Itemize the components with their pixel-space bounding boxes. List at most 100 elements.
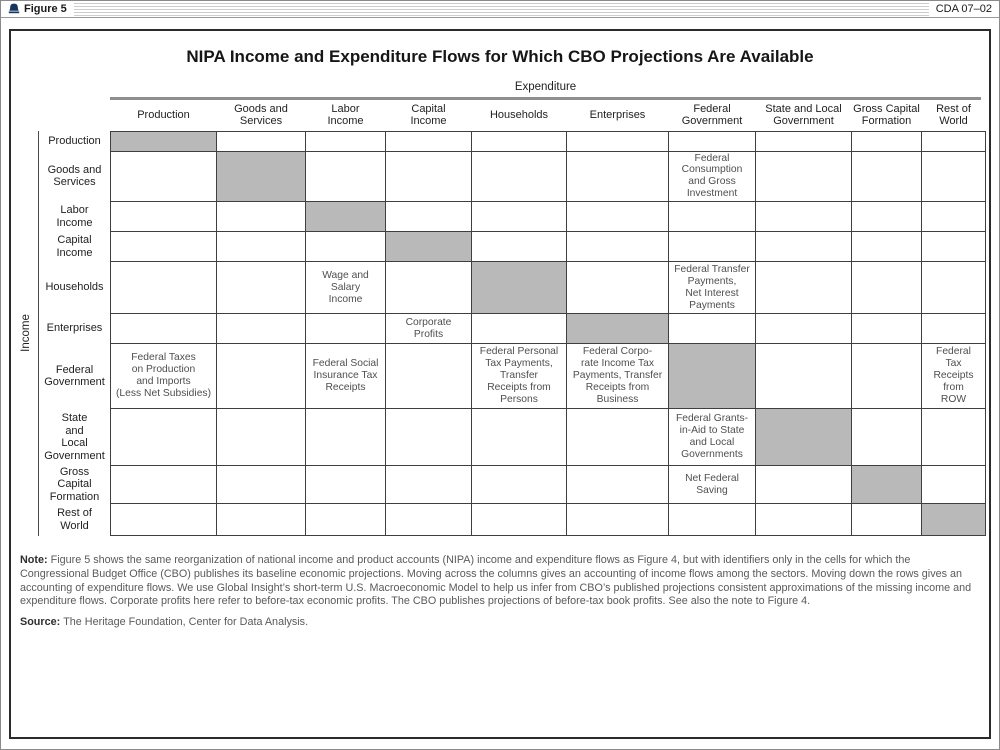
cell-r4c5 bbox=[471, 231, 567, 263]
cell-r5c4 bbox=[385, 261, 472, 315]
cell-r9c5 bbox=[471, 465, 567, 505]
cell-r5c3: Wage and Salary Income bbox=[305, 261, 386, 315]
cell-r3c6 bbox=[566, 201, 669, 233]
column-header-7: Federal Government bbox=[681, 102, 743, 128]
cell-r4c7 bbox=[668, 231, 756, 263]
cell-r3c3 bbox=[305, 201, 386, 233]
table-row-5: Households Wage and Salary Income Federal … bbox=[38, 261, 986, 315]
source-paragraph: Source: The Heritage Foundation, Center f… bbox=[20, 616, 979, 630]
cell-r6c6 bbox=[566, 313, 669, 345]
figure-title: NIPA Income and Expenditure Flows for Wh… bbox=[186, 47, 814, 66]
cell-r7c7 bbox=[668, 343, 756, 410]
cell-r9c2 bbox=[216, 465, 306, 505]
cell-r1c3 bbox=[305, 130, 386, 152]
cell-r4c6 bbox=[566, 231, 669, 263]
table-row-6: Enterprises Corporate Profits bbox=[38, 313, 986, 345]
cell-r2c9 bbox=[851, 150, 922, 203]
cell-r2c7: Federal Consumption and Gross Investment bbox=[668, 150, 756, 203]
cell-r1c6 bbox=[566, 130, 669, 152]
cell-r8c8 bbox=[755, 408, 852, 467]
cell-r9c10 bbox=[921, 465, 986, 505]
note-text: Figure 5 shows the same reorganization o… bbox=[20, 554, 972, 608]
figure-label-chip: Figure 5 bbox=[1, 1, 74, 17]
cell-r7c9 bbox=[851, 343, 922, 410]
table-row-9: Gross Capital Formation Net Federal Savin… bbox=[38, 465, 986, 505]
cell-r10c1 bbox=[110, 503, 217, 537]
cell-r3c10 bbox=[921, 201, 986, 233]
cell-r8c1 bbox=[110, 408, 217, 467]
cell-r10c5 bbox=[471, 503, 567, 537]
expenditure-axis-label: Expenditure bbox=[514, 81, 577, 93]
cell-r6c5 bbox=[471, 313, 567, 345]
row-header-6: Enterprises bbox=[38, 313, 111, 344]
cell-r10c2 bbox=[216, 503, 306, 537]
cell-r3c8 bbox=[755, 201, 852, 233]
row-header-2: Goods and Services bbox=[38, 151, 111, 202]
cell-r3c1 bbox=[110, 201, 217, 233]
cell-r5c7: Federal Transfer Payments, Net Interest … bbox=[668, 261, 756, 315]
flow-table: Production Goods and Services Labor Income… bbox=[38, 100, 986, 537]
cell-r8c6 bbox=[566, 408, 669, 467]
cell-r1c2 bbox=[216, 130, 306, 152]
cell-r4c1 bbox=[110, 231, 217, 263]
table-row-1: Production bbox=[38, 130, 986, 152]
cell-r2c3 bbox=[305, 150, 386, 203]
cell-r10c10 bbox=[921, 503, 986, 537]
doc-id: CDA 07–02 bbox=[928, 1, 999, 17]
cell-r5c1 bbox=[110, 261, 217, 315]
cell-r7c1: Federal Taxes on Production and Imports … bbox=[110, 343, 217, 410]
cell-r2c5 bbox=[471, 150, 567, 203]
cell-r6c7 bbox=[668, 313, 756, 345]
cell-r10c3 bbox=[305, 503, 386, 537]
cell-r8c7: Federal Grants- in-Aid to State and Loca… bbox=[668, 408, 756, 467]
cell-r8c4 bbox=[385, 408, 472, 467]
row-header-8: State and Local Government bbox=[38, 408, 111, 466]
cell-r7c4 bbox=[385, 343, 472, 410]
cell-r1c7 bbox=[668, 130, 756, 152]
table-row-10: Rest of World bbox=[38, 503, 986, 537]
figure-notes: Note: Figure 5 shows the same reorganizat… bbox=[20, 554, 979, 630]
heritage-bell-icon bbox=[8, 3, 20, 15]
column-header-9: Gross Capital Formation bbox=[853, 102, 920, 128]
cell-r4c3 bbox=[305, 231, 386, 263]
cell-r1c8 bbox=[755, 130, 852, 152]
cell-r1c4 bbox=[385, 130, 472, 152]
column-header-8: State and Local Government bbox=[765, 102, 842, 128]
cell-r6c1 bbox=[110, 313, 217, 345]
row-header-10: Rest of World bbox=[38, 503, 111, 536]
cell-r7c6: Federal Corpo- rate Income Tax Payments,… bbox=[566, 343, 669, 410]
cell-r4c2 bbox=[216, 231, 306, 263]
flow-matrix-zone: Expenditure Production Goods and Services… bbox=[20, 81, 986, 537]
cell-r5c10 bbox=[921, 261, 986, 315]
cell-r5c8 bbox=[755, 261, 852, 315]
figure-label: Figure 5 bbox=[24, 3, 67, 15]
cell-r5c2 bbox=[216, 261, 306, 315]
cell-r1c1 bbox=[110, 130, 217, 152]
table-row-7: Federal Government Federal Taxes on Produ… bbox=[38, 343, 986, 410]
cell-r7c2 bbox=[216, 343, 306, 410]
cell-r10c8 bbox=[755, 503, 852, 537]
cell-r7c10: Federal Tax Receipts from ROW bbox=[921, 343, 986, 410]
source-label: Source: bbox=[20, 615, 61, 628]
cell-r2c6 bbox=[566, 150, 669, 203]
note-paragraph: Note: Figure 5 shows the same reorganizat… bbox=[20, 554, 979, 609]
cell-r8c2 bbox=[216, 408, 306, 467]
expenditure-rule bbox=[110, 97, 981, 100]
cell-r10c7 bbox=[668, 503, 756, 537]
cell-r3c9 bbox=[851, 201, 922, 233]
cell-r2c2 bbox=[216, 150, 306, 203]
corner-cell bbox=[39, 100, 111, 131]
cell-r1c5 bbox=[471, 130, 567, 152]
cell-r3c7 bbox=[668, 201, 756, 233]
cell-r6c8 bbox=[755, 313, 852, 345]
column-header-5: Households bbox=[489, 108, 549, 121]
table-row-8: State and Local Government Federal Grants… bbox=[38, 408, 986, 467]
cell-r1c9 bbox=[851, 130, 922, 152]
cell-r9c7: Net Federal Saving bbox=[668, 465, 756, 505]
cell-r10c4 bbox=[385, 503, 472, 537]
cell-r8c5 bbox=[471, 408, 567, 467]
cell-r6c10 bbox=[921, 313, 986, 345]
cell-r8c3 bbox=[305, 408, 386, 467]
cell-r8c9 bbox=[851, 408, 922, 467]
